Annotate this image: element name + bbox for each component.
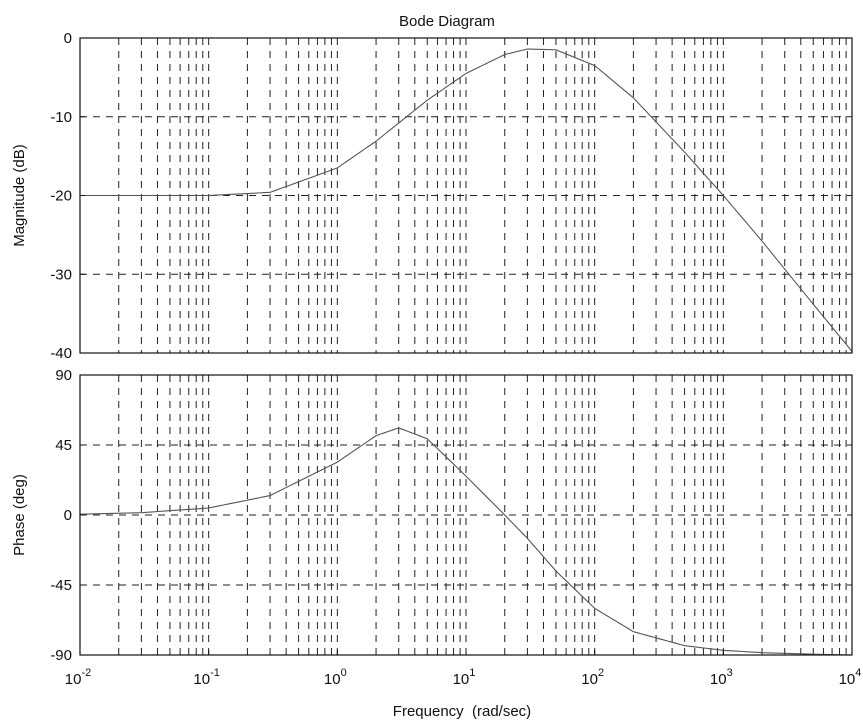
magnitude-curve-group — [80, 48, 853, 352]
x-tick-label: 10-1 — [193, 667, 219, 688]
x-tick-base: 10 — [839, 671, 856, 688]
magnitude-y-tick-label: -30 — [50, 266, 72, 283]
magnitude-y-ticks: 0 -10 -20 -30 -40 — [50, 30, 85, 362]
chart-title: Bode Diagram — [399, 13, 495, 30]
magnitude-y-tick-label: 0 — [64, 30, 72, 47]
phase-y-tick-label: 45 — [55, 437, 72, 454]
magnitude-panel: 0 -10 -20 -30 -40 Magnitude (dB) — [11, 30, 853, 362]
x-tick-base: 10 — [193, 671, 210, 688]
x-tick-base: 10 — [65, 671, 82, 688]
x-tick-exponent: 3 — [727, 667, 733, 679]
x-tick-exponent: 2 — [598, 667, 604, 679]
phase-y-tick-label: -45 — [50, 577, 72, 594]
phase-y-tick-label: 90 — [55, 367, 72, 384]
x-tick-base: 10 — [710, 671, 727, 688]
magnitude-y-tick-label: -10 — [50, 109, 72, 126]
magnitude-y-axis-label: Magnitude (dB) — [11, 144, 28, 247]
x-tick-exponent: 1 — [469, 667, 475, 679]
magnitude-curve — [80, 48, 853, 352]
x-tick-base: 10 — [324, 671, 341, 688]
x-tick-exponent: -2 — [81, 667, 91, 679]
phase-y-axis-label: Phase (deg) — [11, 474, 28, 556]
phase-y-tick-label: 0 — [64, 507, 72, 524]
x-tick-label: 104 — [839, 667, 862, 688]
x-tick-label: 10-2 — [65, 667, 91, 688]
phase-grid — [80, 375, 852, 655]
x-tick-base: 10 — [453, 671, 470, 688]
x-tick-label: 102 — [581, 667, 604, 688]
phase-y-ticks: 90 45 0 -45 -90 — [50, 367, 85, 664]
magnitude-y-tick-label: -20 — [50, 188, 72, 205]
x-tick-exponent: -1 — [210, 667, 220, 679]
x-tick-exponent: 4 — [855, 667, 861, 679]
x-tick-label: 101 — [453, 667, 476, 688]
magnitude-y-tick-label: -40 — [50, 345, 72, 362]
x-tick-label: 100 — [324, 667, 347, 688]
x-tick-label: 103 — [710, 667, 733, 688]
x-tick-base: 10 — [581, 671, 598, 688]
phase-y-tick-label: -90 — [50, 647, 72, 664]
x-tick-exponent: 0 — [341, 667, 347, 679]
magnitude-grid — [80, 38, 852, 353]
x-axis-ticks: 10-2 10-1 100 101 102 103 104 — [65, 650, 862, 688]
x-axis-label: Frequency (rad/sec) — [393, 703, 531, 720]
